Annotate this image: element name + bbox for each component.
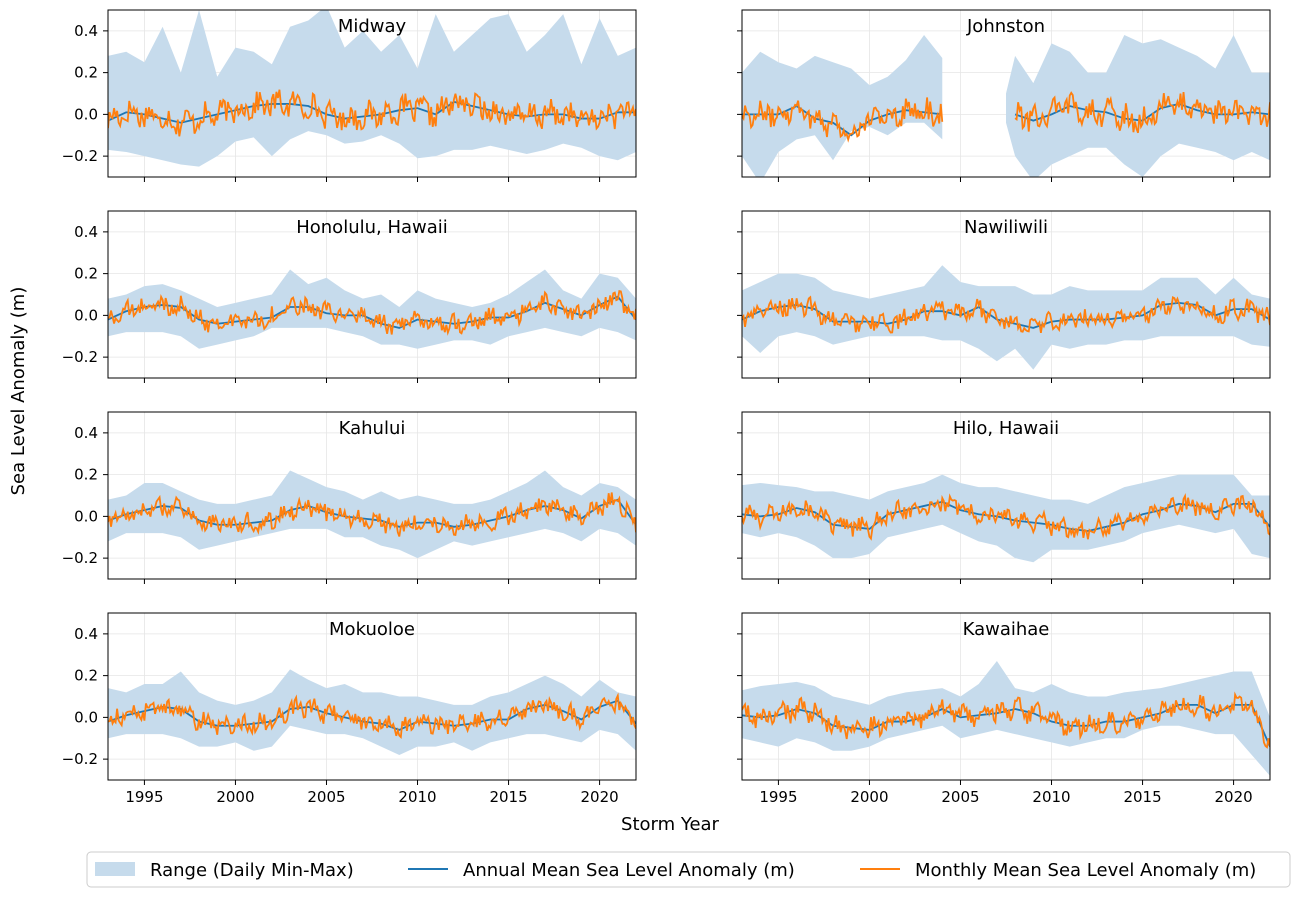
y-tick-label: −0.2 [62,147,98,165]
monthly-mean-line [108,289,636,336]
legend-label-annual: Annual Mean Sea Level Anomaly (m) [463,860,795,881]
legend-frame [86,851,1291,888]
range-band [742,35,943,177]
subplot-title: Midway [338,16,407,37]
y-tick-label: 0.4 [74,223,98,241]
x-tick-label: 2020 [580,788,618,806]
y-tick-label: 0.2 [74,64,98,82]
x-tick-label: 2015 [489,788,527,806]
subplot-title: Hilo, Hawaii [953,418,1059,439]
range-band [108,669,636,755]
monthly-mean-line [108,692,636,739]
y-tick-label: 0.0 [74,708,98,726]
figure-x-axis-label: Storm Year [621,814,720,835]
subplot-0: −0.2 0.0 0.2 0.4 Midway [62,9,637,182]
subplot-title: Mokuoloe [329,619,415,640]
x-tick-label: 2015 [1123,788,1161,806]
y-tick-label: 0.4 [74,22,98,40]
axes-frame [741,411,1271,580]
figure-y-axis-label: Sea Level Anomaly (m) [8,287,29,496]
monthly-mean-line [742,691,1270,749]
monthly-mean-line [108,89,636,137]
y-tick-label: 0.4 [74,625,98,643]
plot-area [742,474,1270,563]
y-tick-label: 0.2 [74,265,98,283]
subplot-title: Johnston [966,16,1045,37]
range-band [108,470,636,559]
y-tick-label: −0.2 [62,750,98,768]
subplot-7: 1995 2000 2005 2010 2015 2020 Kawaihae [737,612,1271,806]
axes-frame [741,210,1271,379]
subplot-title: Kawaihae [963,619,1050,640]
legend-label-monthly: Monthly Mean Sea Level Anomaly (m) [915,860,1256,881]
x-tick-label: 2005 [941,788,979,806]
y-tick-label: −0.2 [62,348,98,366]
y-tick-label: 0.2 [74,667,98,685]
legend-label-range: Range (Daily Min-Max) [150,860,354,881]
y-tick-label: 0.0 [74,507,98,525]
plot-area [108,470,636,559]
x-tick-label: 2005 [307,788,345,806]
subplot-3: Nawiliwili [737,210,1271,383]
plot-area [108,669,636,755]
y-tick-label: 0.4 [74,424,98,442]
monthly-mean-line [742,492,1270,541]
monthly-mean-line [1014,91,1270,134]
x-tick-label: 2010 [398,788,436,806]
y-tick-label: 0.2 [74,466,98,484]
subplot-6: 1995 2000 2005 2010 2015 2020 −0.2 0.0 0.2 0.4 Mok… [62,612,637,806]
y-tick-label: 0.0 [74,105,98,123]
subplot-4: −0.2 0.0 0.2 0.4 Kahului [62,411,637,584]
y-tick-label: −0.2 [62,549,98,567]
subplot-title: Nawiliwili [964,217,1048,238]
plot-area [108,269,636,349]
legend-swatch-range [95,862,135,876]
subplot-grid: −0.2 0.0 0.2 0.4 Midway Johnston −0.2 0.0 0.2 0.4… [62,9,1271,806]
subplot-2: −0.2 0.0 0.2 0.4 Honolulu, Hawaii [62,210,637,383]
axes-frame [107,210,637,379]
axes-frame [107,411,637,580]
subplot-5: Hilo, Hawaii [737,411,1271,584]
plot-area [742,265,1270,370]
plot-area [742,35,1270,177]
subplot-title: Honolulu, Hawaii [296,217,448,238]
x-tick-label: 1995 [125,788,163,806]
monthly-mean-line [108,492,636,537]
x-tick-label: 2000 [216,788,254,806]
axes-frame [741,612,1271,781]
axes-frame [107,612,637,781]
axes-frame [107,9,637,178]
plot-area [742,661,1270,776]
x-tick-label: 1995 [759,788,797,806]
monthly-mean-line [742,97,944,143]
annual-mean-line [742,104,943,137]
y-tick-label: 0.0 [74,306,98,324]
range-band [742,661,1270,776]
x-tick-label: 2010 [1032,788,1070,806]
subplot-title: Kahului [339,418,406,439]
range-band [1006,35,1270,177]
x-tick-label: 2000 [850,788,888,806]
x-tick-label: 2020 [1214,788,1252,806]
monthly-mean-line [742,295,1270,334]
subplot-1: Johnston [737,9,1271,182]
axes-frame [741,9,1271,178]
range-band [108,10,636,167]
legend: Range (Daily Min-Max) Annual Mean Sea Le… [86,851,1291,888]
plot-area [108,10,636,167]
range-band [108,269,636,349]
